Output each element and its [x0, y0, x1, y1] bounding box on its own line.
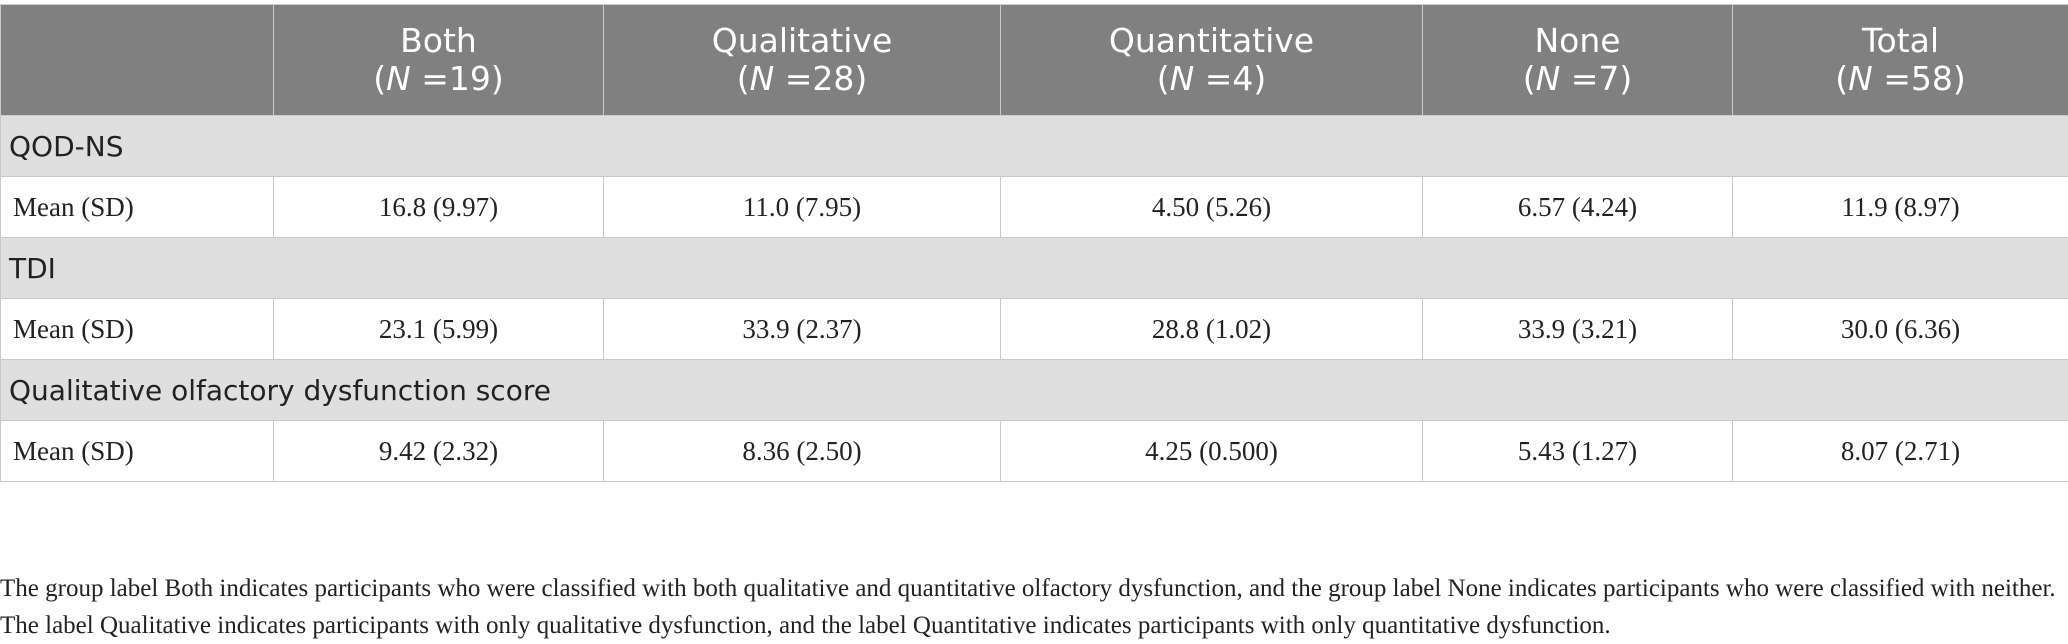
- column-name: Both: [274, 22, 603, 60]
- column-n: (N =7): [1423, 60, 1732, 98]
- cell-total: 30.0 (6.36): [1733, 299, 2068, 360]
- header-qualitative: Qualitative (N =28): [604, 5, 1001, 116]
- cell-quantitative: 28.8 (1.02): [1001, 299, 1423, 360]
- header-none: None (N =7): [1423, 5, 1733, 116]
- results-table: Both (N =19) Qualitative (N =28) Quantit…: [0, 4, 2068, 482]
- n-symbol: N: [1536, 59, 1561, 98]
- cell-both: 23.1 (5.99): [274, 299, 604, 360]
- column-name: Qualitative: [604, 22, 1000, 60]
- header-blank-cell: [1, 5, 274, 116]
- n-value: =28): [774, 59, 867, 98]
- table-footnote: The group label Both indicates participa…: [0, 570, 2066, 644]
- n-symbol: N: [1170, 59, 1195, 98]
- n-symbol: N: [1848, 59, 1873, 98]
- section-row-qod-score: Qualitative olfactory dysfunction score: [1, 360, 2068, 421]
- cell-both: 9.42 (2.32): [274, 421, 604, 482]
- section-title: TDI: [1, 238, 2068, 299]
- table-row: Mean (SD) 9.42 (2.32) 8.36 (2.50) 4.25 (…: [1, 421, 2068, 482]
- column-name: None: [1423, 22, 1732, 60]
- cell-qualitative: 8.36 (2.50): [604, 421, 1001, 482]
- header-both: Both (N =19): [274, 5, 604, 116]
- section-title: QOD-NS: [1, 116, 2068, 177]
- cell-quantitative: 4.25 (0.500): [1001, 421, 1423, 482]
- n-symbol: N: [750, 59, 775, 98]
- cell-none: 33.9 (3.21): [1423, 299, 1733, 360]
- row-label: Mean (SD): [1, 421, 274, 482]
- cell-none: 5.43 (1.27): [1423, 421, 1733, 482]
- cell-total: 11.9 (8.97): [1733, 177, 2068, 238]
- n-value: =7): [1560, 59, 1632, 98]
- n-value: =4): [1194, 59, 1266, 98]
- header-quantitative: Quantitative (N =4): [1001, 5, 1423, 116]
- cell-qualitative: 11.0 (7.95): [604, 177, 1001, 238]
- header-row: Both (N =19) Qualitative (N =28) Quantit…: [1, 5, 2068, 116]
- table-row: Mean (SD) 23.1 (5.99) 33.9 (2.37) 28.8 (…: [1, 299, 2068, 360]
- row-label: Mean (SD): [1, 299, 274, 360]
- column-name: Total: [1733, 22, 2068, 60]
- table-row: Mean (SD) 16.8 (9.97) 11.0 (7.95) 4.50 (…: [1, 177, 2068, 238]
- row-label: Mean (SD): [1, 177, 274, 238]
- cell-total: 8.07 (2.71): [1733, 421, 2068, 482]
- column-n: (N =4): [1001, 60, 1422, 98]
- n-symbol: N: [386, 59, 411, 98]
- cell-quantitative: 4.50 (5.26): [1001, 177, 1423, 238]
- section-title: Qualitative olfactory dysfunction score: [1, 360, 2068, 421]
- column-n: (N =58): [1733, 60, 2068, 98]
- column-name: Quantitative: [1001, 22, 1422, 60]
- column-n: (N =28): [604, 60, 1000, 98]
- cell-none: 6.57 (4.24): [1423, 177, 1733, 238]
- n-value: =58): [1873, 59, 1966, 98]
- header-total: Total (N =58): [1733, 5, 2068, 116]
- column-n: (N =19): [274, 60, 603, 98]
- cell-both: 16.8 (9.97): [274, 177, 604, 238]
- section-row-tdi: TDI: [1, 238, 2068, 299]
- n-value: =19): [411, 59, 504, 98]
- section-row-qod-ns: QOD-NS: [1, 116, 2068, 177]
- cell-qualitative: 33.9 (2.37): [604, 299, 1001, 360]
